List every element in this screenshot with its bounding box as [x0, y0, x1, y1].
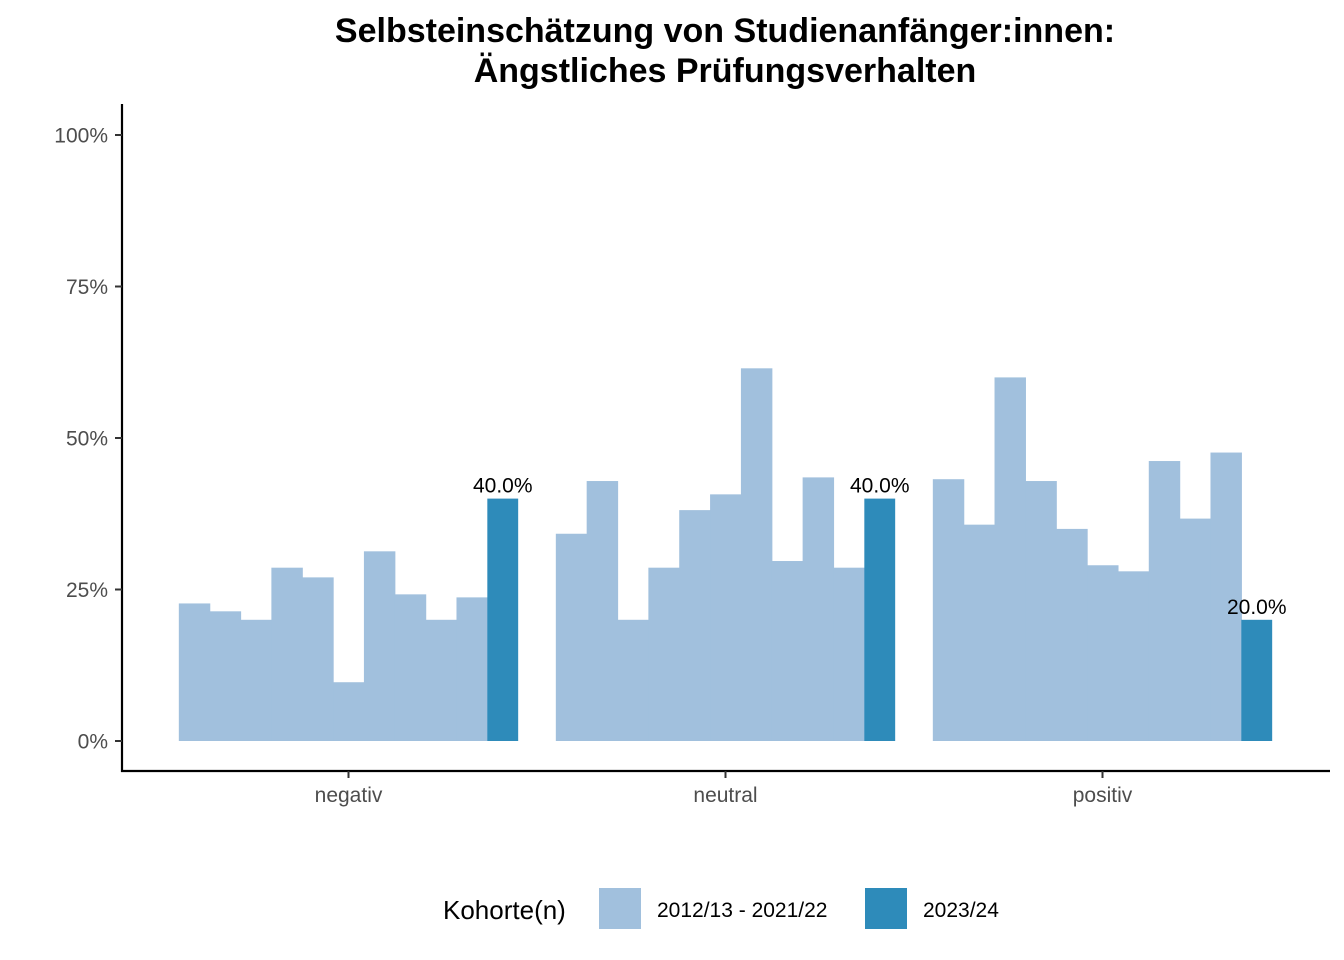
bar-positiv-historical-9	[1179, 518, 1212, 741]
bar-neutral-historical-10	[833, 567, 865, 741]
bar-neutral-historical-4	[648, 567, 680, 741]
y-tick-label: 25%	[66, 579, 108, 602]
bar-negativ-historical-8	[394, 594, 427, 741]
data-label-negativ-2023-24: 40.0%	[473, 475, 533, 498]
bar-negativ-historical-9	[425, 619, 458, 741]
bar-negativ-historical-6	[333, 682, 365, 741]
chart-title-line-2: Ängstliches Prüfungsverhalten	[474, 52, 977, 90]
bar-positiv-historical-3	[994, 377, 1026, 741]
bar-negativ-historical-7	[363, 551, 396, 741]
x-tick-label-positiv: positiv	[1073, 784, 1133, 807]
bar-positiv-historical-5	[1056, 528, 1088, 741]
bar-positiv-historical-7	[1117, 571, 1150, 741]
bar-positiv-historical-2	[963, 524, 996, 741]
x-tick-label-neutral: neutral	[693, 784, 757, 807]
bar-neutral-historical-9	[802, 477, 835, 741]
legend-swatch-current	[865, 888, 907, 929]
bar-neutral-historical-8	[771, 561, 804, 741]
bar-positiv-historical-8	[1148, 461, 1181, 741]
bar-positiv-historical-1	[932, 479, 965, 741]
bar-negativ-2023-24	[487, 498, 519, 741]
data-labels: 40.0% 40.0% 20.0%	[473, 475, 1287, 619]
bars	[178, 368, 1273, 741]
legend-label-current: 2023/24	[923, 899, 999, 922]
bar-neutral-historical-7	[740, 368, 773, 741]
bar-neutral-2023-24	[864, 498, 896, 741]
x-axis-ticks: negativ neutral positiv	[315, 771, 1133, 807]
bar-neutral-historical-3	[617, 619, 649, 741]
data-label-positiv-2023-24: 20.0%	[1227, 596, 1287, 619]
bar-neutral-historical-1	[555, 533, 588, 741]
y-tick-label: 100%	[54, 125, 108, 148]
bar-positiv-historical-10	[1210, 452, 1242, 741]
y-tick-label: 75%	[66, 276, 108, 299]
bar-negativ-historical-1	[178, 603, 211, 741]
y-tick-label: 0%	[78, 731, 108, 754]
bar-positiv-2023-24	[1241, 619, 1273, 741]
data-label-neutral-2023-24: 40.0%	[850, 475, 910, 498]
chart-title-line-1: Selbsteinschätzung von Studienanfänger:i…	[335, 12, 1115, 50]
bar-negativ-historical-10	[456, 597, 488, 741]
bar-negativ-historical-5	[302, 577, 334, 741]
bar-positiv-historical-4	[1025, 481, 1057, 741]
legend: Kohorte(n) 2012/13 - 2021/22 2023/24	[443, 888, 999, 929]
legend-swatch-historical	[599, 888, 641, 929]
chart-title: Selbsteinschätzung von Studienanfänger:i…	[335, 12, 1115, 90]
y-tick-label: 50%	[66, 428, 108, 451]
bar-neutral-historical-6	[710, 494, 742, 741]
bar-neutral-historical-5	[679, 510, 711, 741]
bar-negativ-historical-3	[240, 619, 272, 741]
bar-neutral-historical-2	[586, 481, 619, 741]
bar-positiv-historical-6	[1087, 565, 1119, 741]
legend-title: Kohorte(n)	[443, 895, 566, 925]
y-axis-ticks: 0% 25% 50% 75% 100%	[54, 125, 122, 754]
bar-negativ-historical-2	[209, 611, 242, 741]
x-tick-label-negativ: negativ	[315, 784, 383, 807]
bar-negativ-historical-4	[271, 567, 303, 741]
legend-label-historical: 2012/13 - 2021/22	[657, 899, 827, 922]
